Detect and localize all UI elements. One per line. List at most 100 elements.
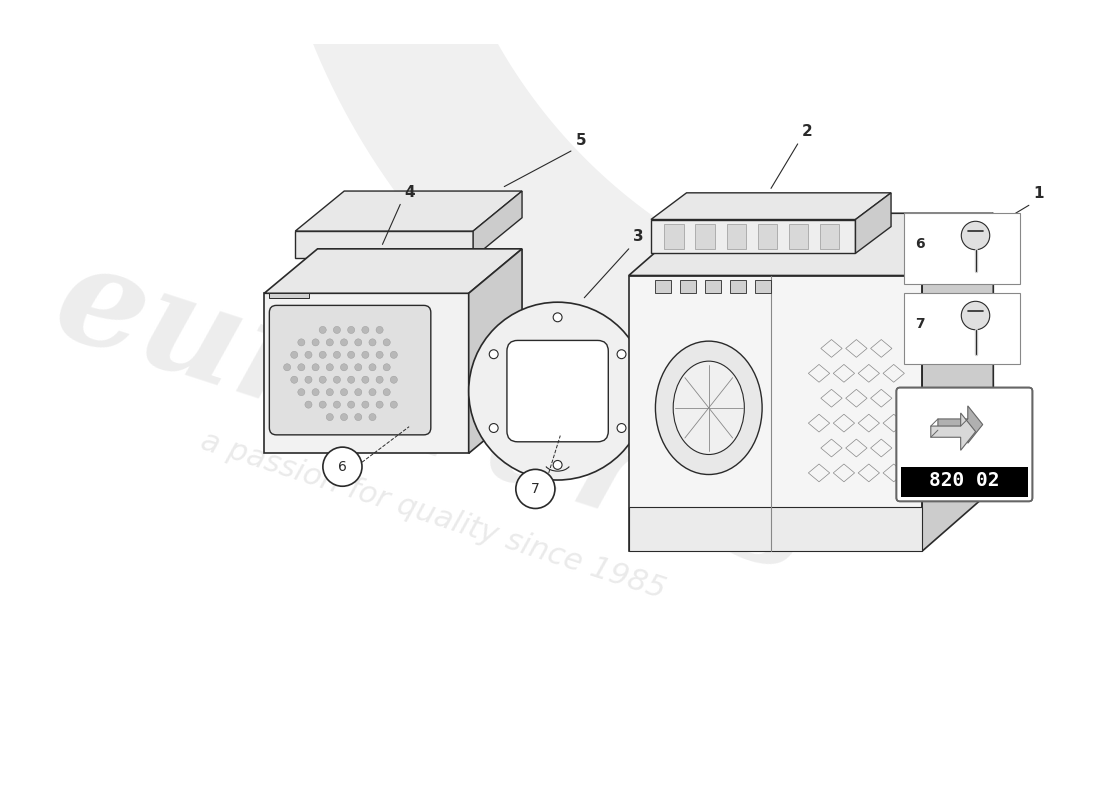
Ellipse shape [656,341,762,474]
Circle shape [323,447,362,486]
Ellipse shape [673,361,745,454]
Polygon shape [629,275,922,551]
Polygon shape [695,224,715,249]
Polygon shape [469,249,522,454]
Circle shape [348,401,354,408]
Polygon shape [664,224,684,249]
Circle shape [290,376,298,383]
Circle shape [327,389,333,396]
Circle shape [383,364,390,371]
FancyBboxPatch shape [507,341,608,442]
Circle shape [341,414,348,421]
Circle shape [553,313,562,322]
Circle shape [319,326,327,334]
Text: 6: 6 [915,238,925,251]
Circle shape [376,401,383,408]
Circle shape [617,423,626,433]
Circle shape [290,351,298,358]
Polygon shape [922,214,993,551]
Circle shape [312,389,319,396]
Circle shape [354,364,362,371]
Circle shape [319,351,327,358]
Circle shape [327,414,333,421]
Text: euroPares: euroPares [39,233,827,603]
Circle shape [284,364,290,371]
Circle shape [298,364,305,371]
Polygon shape [856,193,891,254]
Polygon shape [268,294,309,298]
Circle shape [354,389,362,396]
Polygon shape [656,280,671,294]
Text: 5: 5 [575,134,586,148]
FancyBboxPatch shape [896,387,1033,502]
Polygon shape [295,231,473,258]
Polygon shape [755,280,771,294]
Polygon shape [629,214,993,275]
Polygon shape [295,191,522,231]
Circle shape [312,339,319,346]
Circle shape [354,414,362,421]
Bar [901,466,1028,497]
Circle shape [341,364,348,371]
Circle shape [617,350,626,358]
Circle shape [383,339,390,346]
Circle shape [390,376,397,383]
Polygon shape [264,294,469,454]
Circle shape [362,376,369,383]
Circle shape [305,351,312,358]
Circle shape [312,364,319,371]
Circle shape [333,401,341,408]
Polygon shape [264,249,522,294]
Polygon shape [651,219,856,254]
Circle shape [333,376,341,383]
Circle shape [376,326,383,334]
Polygon shape [758,224,778,249]
Circle shape [490,350,498,358]
Circle shape [490,423,498,433]
Polygon shape [680,280,696,294]
Circle shape [376,376,383,383]
Circle shape [961,302,990,330]
Circle shape [327,339,333,346]
Circle shape [348,326,354,334]
Text: 1: 1 [1033,186,1044,201]
Circle shape [961,222,990,250]
Text: 7: 7 [531,482,540,496]
Circle shape [327,364,333,371]
Text: 6: 6 [338,460,346,474]
Circle shape [469,302,647,480]
Polygon shape [931,413,976,450]
Polygon shape [651,193,891,219]
Text: 4: 4 [405,185,416,200]
FancyBboxPatch shape [904,294,1020,365]
Circle shape [319,376,327,383]
Circle shape [362,401,369,408]
Circle shape [341,389,348,396]
Circle shape [368,364,376,371]
Polygon shape [629,506,922,551]
Text: 7: 7 [915,318,925,331]
Circle shape [368,389,376,396]
Circle shape [362,326,369,334]
Polygon shape [938,406,982,443]
Circle shape [516,470,554,509]
Circle shape [333,351,341,358]
Circle shape [390,401,397,408]
Polygon shape [789,224,808,249]
Polygon shape [473,191,522,258]
Circle shape [319,401,327,408]
Circle shape [553,461,562,470]
Circle shape [348,351,354,358]
Text: a passion for quality since 1985: a passion for quality since 1985 [197,426,669,605]
Circle shape [298,339,305,346]
Circle shape [333,326,341,334]
Circle shape [298,389,305,396]
Polygon shape [705,280,722,294]
Text: 820 02: 820 02 [930,470,1000,490]
Polygon shape [730,280,746,294]
Circle shape [383,389,390,396]
Polygon shape [820,224,839,249]
Text: 2: 2 [802,125,813,139]
Circle shape [305,376,312,383]
Circle shape [305,401,312,408]
